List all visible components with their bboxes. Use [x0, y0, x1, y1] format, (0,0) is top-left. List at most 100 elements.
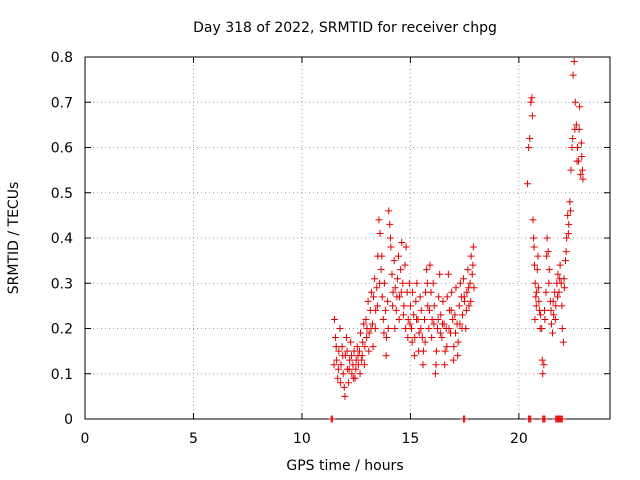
data-point	[370, 293, 378, 301]
data-point	[462, 306, 470, 314]
data-point	[355, 347, 363, 355]
data-point	[386, 234, 394, 242]
data-point	[346, 356, 354, 364]
data-point	[466, 279, 474, 287]
data-point	[545, 279, 553, 287]
data-point	[542, 288, 550, 296]
data-point	[377, 266, 385, 274]
y-tick-labels: 0 0.1 0.2 0.3 0.4 0.5 0.6 0.7 0.8	[51, 50, 73, 428]
data-point	[562, 257, 570, 265]
data-point	[530, 243, 538, 251]
data-point	[428, 334, 436, 342]
data-point	[417, 306, 425, 314]
data-point	[350, 374, 358, 382]
data-point	[381, 306, 389, 314]
x-tick-label: 20	[510, 431, 528, 447]
data-point	[362, 315, 370, 323]
y-tick-label: 0.6	[51, 141, 73, 157]
data-point	[378, 252, 386, 260]
data-point	[400, 302, 408, 310]
data-point	[444, 270, 452, 278]
data-point	[572, 121, 580, 129]
data-point	[578, 166, 586, 174]
data-point	[365, 329, 373, 337]
data-point	[528, 94, 536, 102]
y-tick-label: 0.4	[51, 231, 73, 247]
data-point	[557, 279, 565, 287]
data-point	[408, 338, 416, 346]
data-point	[531, 279, 539, 287]
data-point	[571, 98, 579, 106]
data-point	[369, 343, 377, 351]
data-point	[464, 266, 472, 274]
data-point	[543, 252, 551, 260]
data-point	[337, 379, 345, 387]
data-point	[467, 252, 475, 260]
data-point	[352, 365, 360, 373]
data-point	[456, 279, 464, 287]
data-point	[332, 343, 340, 351]
data-point	[383, 334, 391, 342]
data-point	[543, 234, 551, 242]
data-point	[391, 325, 399, 332]
data-point	[550, 311, 558, 319]
data-point	[576, 103, 584, 111]
data-point	[564, 229, 572, 237]
data-point	[386, 220, 394, 228]
data-point	[345, 365, 353, 373]
data-point	[361, 343, 369, 351]
data-point	[425, 325, 433, 332]
data-point	[412, 315, 420, 323]
plot-frame	[84, 56, 611, 420]
data-point	[558, 302, 566, 310]
data-point	[423, 279, 431, 287]
data-point	[432, 361, 440, 369]
grid-layer	[85, 57, 610, 419]
data-point	[359, 338, 367, 346]
data-point	[533, 266, 541, 274]
data-point	[524, 180, 532, 188]
data-point	[410, 311, 418, 319]
data-point	[347, 352, 355, 360]
data-point	[551, 315, 559, 323]
data-point	[402, 325, 410, 332]
data-point	[384, 297, 392, 305]
data-point	[541, 415, 549, 423]
data-point	[413, 279, 421, 287]
data-point	[468, 270, 476, 278]
data-point	[406, 302, 414, 310]
data-point	[335, 347, 343, 355]
data-point	[371, 275, 379, 283]
data-point	[390, 257, 398, 265]
data-point	[436, 270, 444, 278]
data-point	[558, 325, 566, 332]
data-point	[394, 252, 402, 260]
data-point	[397, 288, 405, 296]
data-point	[368, 320, 376, 328]
data-point	[330, 361, 338, 369]
data-point	[555, 288, 563, 296]
data-point	[447, 306, 455, 314]
data-point	[547, 306, 555, 314]
data-point	[455, 302, 463, 310]
data-point	[565, 220, 573, 228]
data-point	[560, 275, 568, 283]
y-tick-label: 0.1	[51, 367, 73, 383]
data-point	[337, 361, 345, 369]
data-point	[549, 297, 557, 305]
y-tick-label: 0.7	[51, 95, 73, 111]
data-point	[579, 175, 587, 183]
data-point	[450, 343, 458, 351]
data-point	[424, 302, 432, 310]
data-point	[528, 112, 536, 120]
data-point	[375, 216, 383, 224]
data-point	[461, 415, 469, 423]
data-point	[534, 252, 542, 260]
data-point	[431, 370, 439, 378]
x-tick-labels: 0 5 10 15 20	[81, 431, 528, 447]
data-point	[392, 306, 400, 314]
data-point	[441, 347, 449, 355]
data-point	[421, 338, 429, 346]
data-point	[373, 284, 381, 292]
y-tick-label: 0.2	[51, 322, 73, 338]
